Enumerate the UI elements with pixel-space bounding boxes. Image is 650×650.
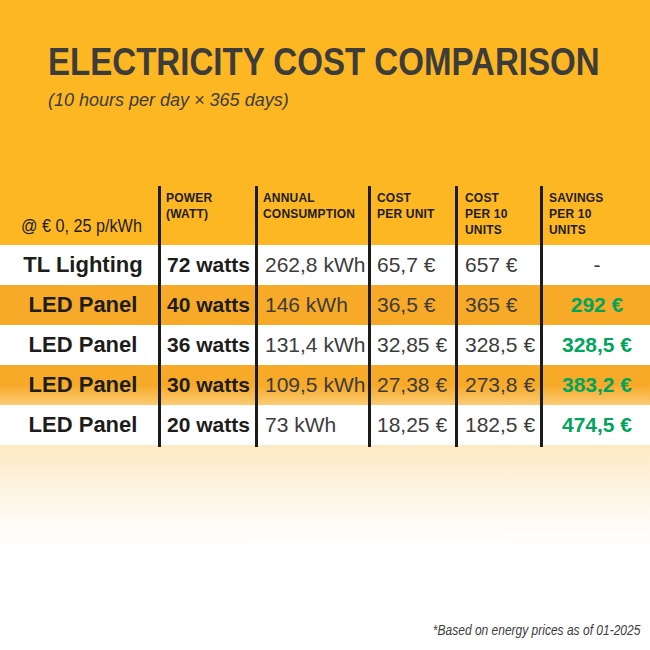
electricity-cost-comparison-infographic: ELECTRICITY COST COMPARISON (10 hours pe… bbox=[0, 0, 650, 650]
power-value: 36 watts bbox=[163, 325, 254, 365]
annual-consumption-value: 262,8 kWh bbox=[265, 245, 365, 285]
savings-value: 383,2 € bbox=[544, 365, 650, 405]
column-divider bbox=[540, 186, 543, 447]
column-header-savings-per-10-units: SAVINGSPER 10UNITS bbox=[549, 190, 604, 238]
power-value: 20 watts bbox=[163, 405, 254, 445]
product-name: TL Lighting bbox=[8, 245, 158, 285]
cost-per-unit-value: 32,85 € bbox=[377, 325, 453, 365]
cost-per-10-units-value: 182,5 € bbox=[465, 405, 538, 445]
cost-per-unit-value: 36,5 € bbox=[377, 285, 453, 325]
power-value: 40 watts bbox=[163, 285, 254, 325]
savings-value: 328,5 € bbox=[544, 325, 650, 365]
column-header-cost-per-unit: COSTPER UNIT bbox=[377, 190, 435, 222]
power-value: 72 watts bbox=[163, 245, 254, 285]
product-name: LED Panel bbox=[8, 325, 158, 365]
rate-note: @ € 0, 25 p/kWh bbox=[21, 213, 142, 239]
product-name: LED Panel bbox=[8, 405, 158, 445]
cost-per-unit-value: 18,25 € bbox=[377, 405, 453, 445]
annual-consumption-value: 131,4 kWh bbox=[265, 325, 365, 365]
column-header-power: POWER(WATT) bbox=[166, 190, 212, 222]
cost-per-10-units-value: 365 € bbox=[465, 285, 538, 325]
annual-consumption-value: 109,5 kWh bbox=[265, 365, 365, 405]
annual-consumption-value: 73 kWh bbox=[265, 405, 365, 445]
cost-per-unit-value: 65,7 € bbox=[377, 245, 453, 285]
column-header-cost-per-10-units: COSTPER 10UNITS bbox=[465, 190, 508, 238]
product-name: LED Panel bbox=[8, 365, 158, 405]
cost-per-unit-value: 27,38 € bbox=[377, 365, 453, 405]
page-subtitle: (10 hours per day × 365 days) bbox=[48, 88, 289, 112]
footnote: *Based on energy prices as of 01-2025 bbox=[433, 621, 640, 638]
savings-value: 292 € bbox=[544, 285, 650, 325]
page-title: ELECTRICITY COST COMPARISON bbox=[48, 40, 600, 84]
product-name: LED Panel bbox=[8, 285, 158, 325]
cost-per-10-units-value: 657 € bbox=[465, 245, 538, 285]
power-value: 30 watts bbox=[163, 365, 254, 405]
column-divider bbox=[455, 186, 458, 447]
column-divider bbox=[158, 186, 161, 447]
savings-value: 474,5 € bbox=[544, 405, 650, 445]
annual-consumption-value: 146 kWh bbox=[265, 285, 365, 325]
column-divider bbox=[368, 186, 371, 447]
cost-per-10-units-value: 273,8 € bbox=[465, 365, 538, 405]
column-header-annual-consumption: ANNUALCONSUMPTION bbox=[263, 190, 355, 222]
savings-value: - bbox=[544, 245, 650, 285]
column-divider bbox=[255, 186, 258, 447]
cost-per-10-units-value: 328,5 € bbox=[465, 325, 538, 365]
